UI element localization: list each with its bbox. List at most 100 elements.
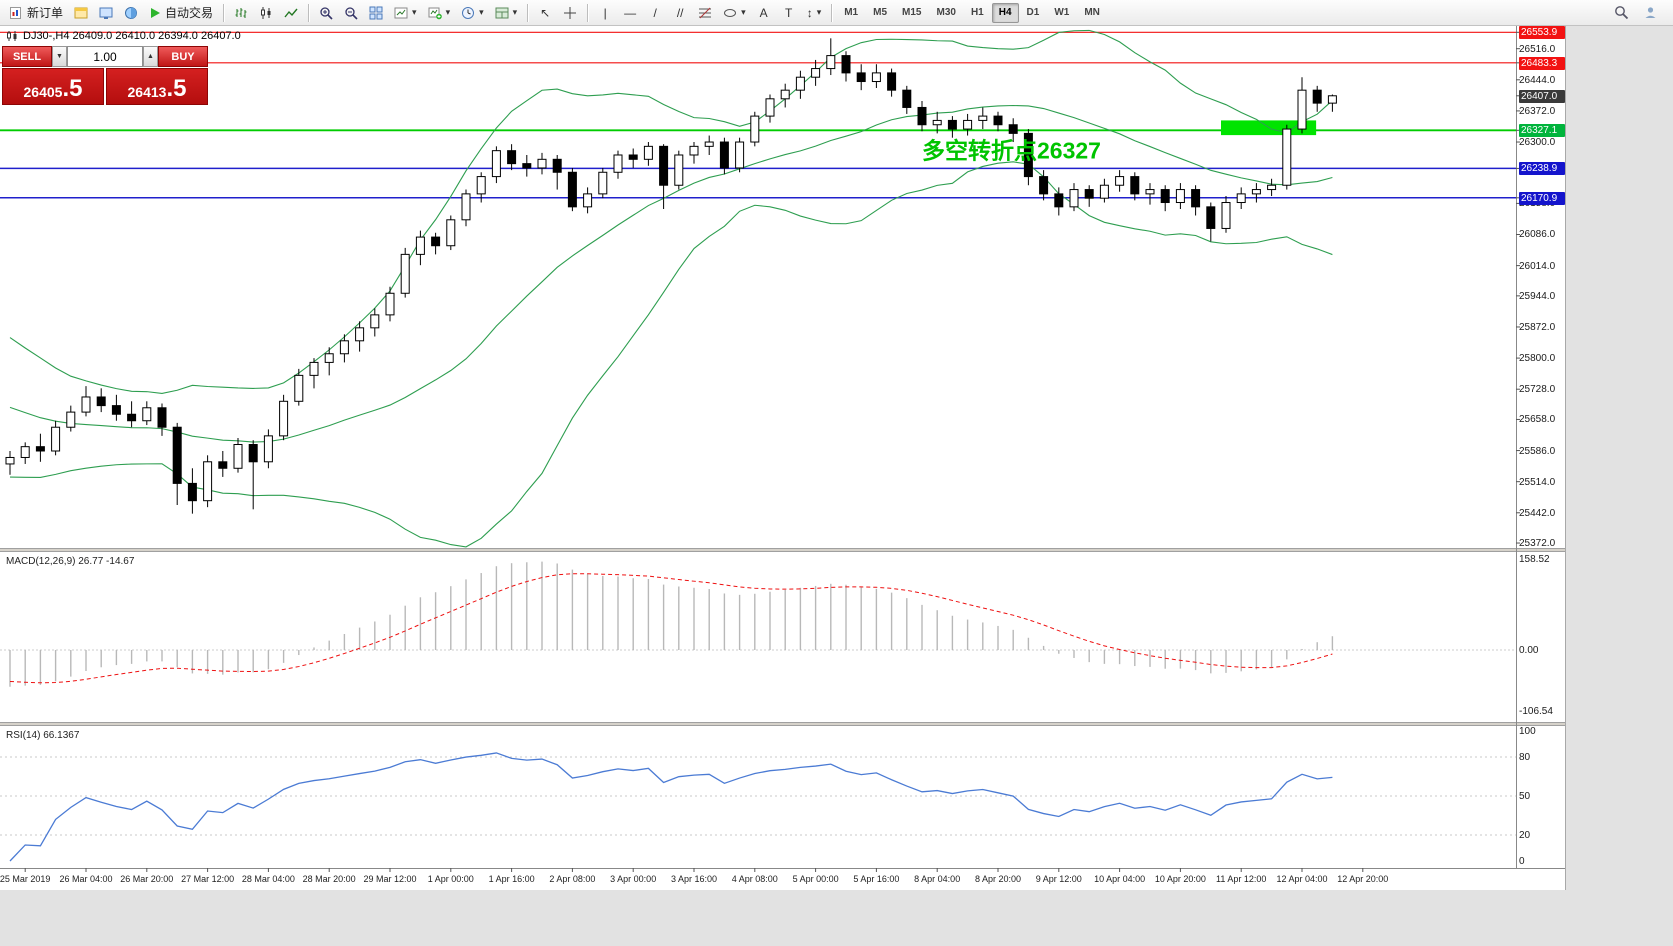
arrows-button[interactable]: ↕ ▾ [802, 2, 827, 24]
new-chart-icon [428, 7, 442, 19]
chart-ohlc-info: DJ30-,H4 26409.0 26410.0 26394.0 26407.0 [6, 30, 241, 42]
chart-tab-icon [7, 31, 17, 41]
navigator-button[interactable] [119, 2, 143, 24]
text-label-icon: T [785, 5, 793, 20]
toolbar-separator [587, 3, 589, 22]
autotrading-play-icon [151, 7, 161, 18]
crosshair-icon [564, 6, 577, 19]
vertical-line-icon: | [603, 5, 607, 20]
templates-button[interactable]: ▾ [490, 2, 523, 24]
volume-input[interactable] [67, 46, 143, 67]
new-order-icon [10, 6, 21, 19]
main-price-pane: 多空转折点26327 [0, 29, 1516, 548]
shapes-icon [724, 8, 737, 17]
dropdown-arrow-icon: ▾ [512, 7, 518, 17]
main-toolbar: 新订单 自动交易 [0, 0, 1673, 26]
volume-increase-button[interactable]: ▲ [143, 46, 158, 67]
equidistant-channel-icon: // [676, 5, 684, 20]
search-icon [1615, 6, 1629, 20]
dropdown-arrow-icon: ▾ [479, 7, 484, 17]
autotrading-label: 自动交易 [165, 6, 214, 20]
chart-canvas[interactable]: 多空转折点26327 [0, 26, 1566, 890]
tab-timeframe-m5[interactable]: M5 [873, 7, 888, 18]
templates-icon [495, 7, 509, 18]
trendline-icon: / [653, 5, 657, 20]
tab-timeframe-h1[interactable]: H1 [970, 7, 984, 18]
dropdown-arrow-icon: ▾ [412, 7, 417, 17]
community-button[interactable] [1638, 2, 1663, 24]
navigator-icon [125, 6, 138, 19]
tab-timeframe-m1[interactable]: M1 [844, 7, 859, 18]
data-window-button[interactable] [94, 2, 118, 24]
text-button[interactable]: A [752, 2, 776, 24]
trendline-button[interactable]: / [643, 2, 667, 24]
tab-timeframe-d1[interactable]: D1 [1026, 7, 1040, 18]
period-clock-button[interactable]: ▾ [456, 2, 489, 24]
new-order-label: 新订单 [27, 6, 64, 20]
rsi-indicator-label: RSI(14) 66.1367 [6, 730, 80, 741]
buy-price-pips: .5 [166, 75, 187, 102]
tile-windows-button[interactable] [364, 2, 388, 24]
sell-button[interactable]: SELL [2, 46, 52, 67]
market-watch-icon [74, 7, 88, 18]
horizontal-line-icon: — [624, 5, 637, 20]
one-click-trading-panel: SELL ▼ ▲ BUY 26405.5 26413.5 [2, 46, 208, 105]
rsi-pane [0, 752, 1516, 862]
market-watch-button[interactable] [69, 2, 93, 24]
autotrading-button[interactable]: 自动交易 [144, 2, 218, 24]
channel-button[interactable]: // [668, 2, 692, 24]
arrows-icon: ↕ [806, 5, 813, 20]
clock-icon [462, 6, 475, 19]
tab-timeframe-h4[interactable]: H4 [991, 2, 1019, 23]
line-chart-button[interactable] [279, 2, 303, 24]
bar-chart-button[interactable] [229, 2, 253, 24]
community-icon [1645, 7, 1656, 18]
fibonacci-button[interactable] [693, 2, 717, 24]
tab-timeframe-w1[interactable]: W1 [1054, 7, 1070, 18]
charts-list-button[interactable]: ▾ [389, 2, 422, 24]
toolbar-separator [831, 3, 833, 22]
text-label-button[interactable]: T [777, 2, 801, 24]
ohlc-info-text: DJ30-,H4 26409.0 26410.0 26394.0 26407.0 [23, 30, 241, 42]
new-order-button[interactable]: 新订单 [4, 2, 68, 24]
data-window-icon [99, 7, 113, 19]
tab-timeframe-mn[interactable]: MN [1084, 7, 1100, 18]
cursor-icon: ↖ [540, 5, 551, 20]
volume-decrease-button[interactable]: ▼ [52, 46, 67, 67]
bar-chart-icon [235, 7, 247, 18]
crosshair-button[interactable] [558, 2, 582, 24]
zoom-in-button[interactable] [314, 2, 338, 24]
zoom-out-button[interactable] [339, 2, 363, 24]
dropdown-arrow-icon: ▾ [816, 7, 822, 17]
buy-price-button[interactable]: 26413.5 [106, 68, 208, 105]
new-chart-button[interactable]: ▾ [423, 2, 456, 24]
tab-timeframe-m30[interactable]: M30 [936, 7, 956, 18]
dropdown-arrow-icon: ▾ [445, 7, 451, 17]
chart-window: 多空转折点26327 26553.9 26516.0 26483.3 26444.0 2… [0, 26, 1566, 890]
candle-chart-button[interactable] [254, 2, 278, 24]
fibonacci-icon [699, 7, 712, 18]
buy-button[interactable]: BUY [158, 46, 208, 67]
vertical-line-button[interactable]: | [593, 2, 617, 24]
tab-timeframe-m15[interactable]: M15 [902, 7, 922, 18]
text-icon: A [759, 5, 768, 20]
zoom-out-icon [345, 6, 358, 20]
buy-price: 26413 [127, 84, 167, 100]
toolbar-separator [308, 3, 310, 22]
chart-window-icon [394, 7, 408, 18]
cursor-button[interactable]: ↖ [533, 2, 557, 24]
shapes-button[interactable]: ▾ [718, 2, 751, 24]
toolbar-separator [223, 3, 225, 22]
candle-chart-icon [261, 6, 271, 19]
toolbar-right-group [1609, 2, 1669, 24]
sell-price-button[interactable]: 26405.5 [2, 68, 104, 105]
timeframe-group: M1 M5 M15 M30 H1 H4 D1 W1 MN [837, 2, 1107, 23]
spin-down-icon: ▼ [56, 53, 63, 60]
toolbar-separator [527, 3, 529, 22]
zoom-in-icon [320, 6, 333, 20]
macd-pane [0, 561, 1516, 687]
horizontal-line-button[interactable]: — [618, 2, 642, 24]
chart-annotation-text: 多空转折点26327 [922, 137, 1101, 163]
dropdown-arrow-icon: ▾ [741, 7, 746, 17]
search-button[interactable] [1609, 2, 1634, 24]
